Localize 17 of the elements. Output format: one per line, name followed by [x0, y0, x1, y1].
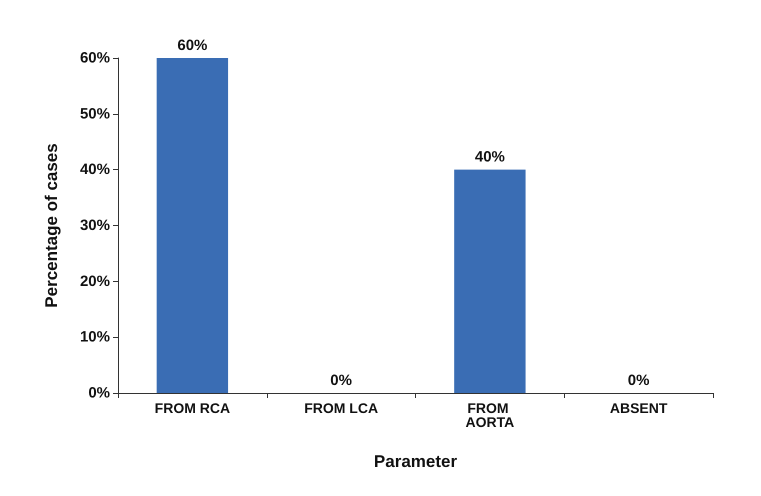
y-tick-label: 0%: [88, 384, 110, 402]
y-tick-label: 20%: [80, 272, 110, 290]
x-tick-label: FROM AORTA: [466, 400, 514, 430]
y-tick-label: 50%: [80, 105, 110, 122]
data-label: 60%: [177, 37, 208, 54]
y-tick-label: 40%: [80, 161, 110, 178]
y-tick-label: 10%: [80, 328, 110, 346]
x-axis-title: Parameter: [374, 452, 458, 471]
x-tick-label: FROM RCA: [154, 400, 230, 416]
x-tick-label: ABSENT: [610, 400, 668, 416]
y-tick-label: 60%: [80, 50, 110, 66]
data-label: 0%: [628, 372, 650, 389]
data-label: 40%: [474, 148, 505, 166]
y-tick-label: 30%: [80, 217, 110, 234]
x-tick-label: FROM LCA: [304, 400, 378, 416]
data-label: 0%: [330, 372, 352, 389]
y-axis-title: Percentage of cases: [42, 143, 61, 308]
